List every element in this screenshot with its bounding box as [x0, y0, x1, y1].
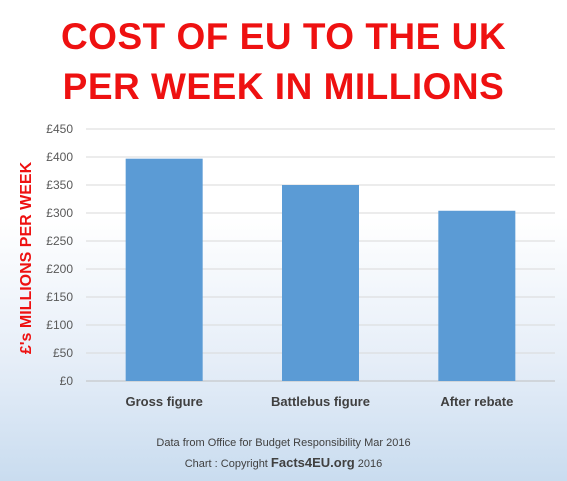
copyright-prefix: Chart : Copyright — [184, 458, 271, 470]
x-category-label: Battlebus figure — [271, 394, 370, 409]
y-tick-label: £100 — [46, 318, 73, 332]
bar-gross-figure — [125, 158, 203, 381]
bar-battlebus-figure — [282, 185, 359, 381]
y-tick-label: £200 — [46, 262, 73, 276]
x-category-label: Gross figure — [126, 394, 203, 409]
chart-title-line-2: PER WEEK IN MILLIONS — [62, 66, 505, 107]
copyright-note: Chart : Copyright Facts4EU.org 2016 — [0, 455, 567, 470]
x-category-labels: Gross figure Battlebus figure After rebate — [126, 394, 514, 409]
y-tick-label: £0 — [60, 374, 74, 388]
y-tick-label: £150 — [46, 290, 73, 304]
brand-name: Facts4EU.org — [270, 455, 355, 470]
y-tick-labels: £0 £50 £100 £150 £200 £250 £300 £350 £400 £450 — [46, 122, 73, 388]
x-category-label: After rebate — [440, 394, 513, 409]
y-tick-label: £300 — [46, 206, 73, 220]
copyright-year: 2016 — [354, 458, 383, 470]
data-source-note: Data from Office for Budget Responsibili… — [156, 437, 411, 449]
y-tick-label: £250 — [46, 234, 73, 248]
y-tick-label: £50 — [53, 346, 73, 360]
y-tick-label: £400 — [46, 150, 73, 164]
y-tick-label: £350 — [46, 178, 73, 192]
bars — [125, 158, 516, 381]
chart-title-line-1: COST OF EU TO THE UK — [60, 16, 507, 57]
y-tick-label: £450 — [46, 122, 73, 136]
bar-after-rebate — [438, 210, 516, 381]
